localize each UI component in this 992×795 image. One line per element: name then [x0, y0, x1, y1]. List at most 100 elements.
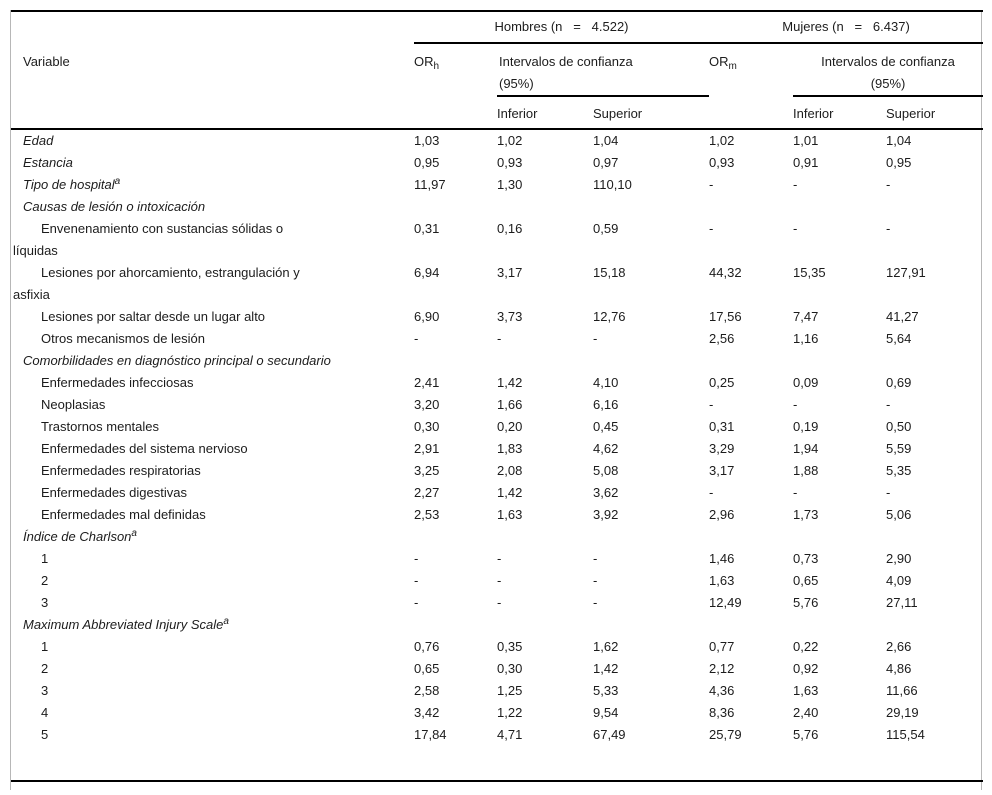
ci-sup-m-value: 1,04 — [886, 133, 912, 148]
or-m-value — [709, 196, 793, 218]
superior-m-header: Superior — [886, 96, 984, 130]
row-label: 4 — [41, 705, 49, 720]
row-label: Edad — [23, 133, 54, 148]
ci-sup-m-value: - — [886, 221, 891, 236]
or-h-value: 11,97 — [414, 177, 446, 192]
ci-inf-h-value: 1,42 — [497, 375, 523, 390]
variable-column-header: Variable — [11, 11, 414, 130]
row-label: Enfermedades mal definidas — [41, 507, 206, 522]
or-m-value — [709, 526, 793, 548]
ci-inf-m-value: 1,73 — [793, 507, 819, 522]
ci-sup-m-value — [886, 526, 983, 548]
row-label: Enfermedades del sistema nervioso — [41, 441, 248, 456]
or-m-value: 25,79 — [709, 727, 742, 742]
or-m-value: 2,56 — [709, 331, 735, 346]
or-h-value: 1,03 — [414, 133, 440, 148]
ci-inf-h-value: 0,16 — [497, 221, 523, 236]
or-m-value: 2,96 — [709, 507, 735, 522]
ci-inf-m-value — [793, 350, 886, 372]
table-row: 3 2,58 1,25 5,33 4,36 1,63 11,66 — [11, 680, 983, 702]
section-row: Maximum Abbreviated Injury Scalea — [11, 614, 983, 636]
ci-sup-h-value: 5,33 — [593, 683, 619, 698]
subheader-row: ORh Intervalos de confianza (95%) ORm Int… — [11, 43, 984, 130]
ci-sup-m-value: 41,27 — [886, 309, 919, 324]
table-row: Enfermedades digestivas 2,27 1,42 3,62 -… — [11, 482, 983, 504]
superscript-a: a — [114, 176, 121, 187]
or-m-value: 1,46 — [709, 551, 735, 566]
results-table: Variable Hombres (n = 4.522) Mujeres (n … — [10, 10, 984, 790]
ci-inf-m-value: 1,16 — [793, 331, 819, 346]
ci-inf-h-value: - — [497, 573, 502, 588]
ci-inf-h-value: 1,02 — [497, 133, 523, 148]
or-m-value: - — [709, 485, 714, 500]
table-row: 4 3,42 1,22 9,54 8,36 2,40 29,19 — [11, 702, 983, 724]
ci-sup-h-value: 1,04 — [593, 133, 619, 148]
ci-inf-m-value: 0,09 — [793, 375, 819, 390]
or-h-value: 2,91 — [414, 441, 440, 456]
or-h-value: 0,95 — [414, 155, 440, 170]
table-row: Tipo de hospitala 11,97 1,30 110,10 - - … — [11, 174, 983, 196]
or-m-value: 3,29 — [709, 441, 735, 456]
ci-sup-h-value: 1,62 — [593, 639, 619, 654]
row-label: 2 — [41, 661, 49, 676]
table-row: Lesiones por ahorcamiento, estrangulació… — [11, 262, 983, 306]
ci-inf-h-value: 3,17 — [497, 265, 523, 280]
ci-sup-h-value — [593, 196, 709, 218]
bound-header-row: Inferior Superior Inferior Superior — [11, 96, 984, 130]
ci-sup-m-value — [886, 614, 983, 636]
or-m-value: 2,12 — [709, 661, 735, 676]
row-label: Enfermedades infecciosas — [41, 375, 194, 390]
row-label: Estancia — [23, 155, 73, 170]
ci-inf-h-value: 0,35 — [497, 639, 523, 654]
ci-sup-m-value: 4,09 — [886, 573, 912, 588]
or-h-value — [414, 350, 497, 372]
ci-inf-h-value — [497, 614, 593, 636]
ci-inf-m-value: - — [793, 397, 798, 412]
or-m-header: ORm — [709, 43, 794, 130]
ci-sup-h-value: 5,08 — [593, 463, 619, 478]
or-h-header: ORh — [414, 43, 497, 130]
ci-inf-h-value: 2,08 — [497, 463, 523, 478]
table-row: Estancia 0,95 0,93 0,97 0,93 0,91 0,95 — [11, 152, 983, 174]
ci-sup-h-value — [593, 526, 709, 548]
ci-sup-h-value: - — [593, 331, 598, 346]
or-m-value — [709, 614, 793, 636]
table-row: Enfermedades mal definidas 2,53 1,63 3,9… — [11, 504, 983, 526]
or-h-value: 0,76 — [414, 639, 440, 654]
or-h-value: 3,20 — [414, 397, 440, 412]
ci-inf-m-value: 2,40 — [793, 705, 819, 720]
ci-inf-m-value: 0,65 — [793, 573, 819, 588]
or-h-value — [414, 614, 497, 636]
row-label: 1 — [41, 639, 49, 654]
ci-sup-h-value: - — [593, 551, 598, 566]
ci-sup-m-value: 127,91 — [886, 265, 926, 280]
table-row: Lesiones por saltar desde un lugar alto … — [11, 306, 983, 328]
ci-sup-h-value: 0,59 — [593, 221, 619, 236]
ci-inf-m-value: - — [793, 485, 798, 500]
ci-sup-m-value: 2,66 — [886, 639, 912, 654]
ci-sup-m-value: - — [886, 397, 891, 412]
ci-sup-m-value: 5,06 — [886, 507, 912, 522]
ci-inf-m-value: 0,91 — [793, 155, 819, 170]
or-h-value: 2,58 — [414, 683, 440, 698]
ci-sup-h-value: 6,16 — [593, 397, 619, 412]
ci-inf-m-value: 0,19 — [793, 419, 819, 434]
ci-m-header: Intervalos de confianza (95%) — [793, 43, 984, 97]
ci-inf-h-value: 1,83 — [497, 441, 523, 456]
superior-h-header: Superior — [593, 96, 710, 130]
ci-sup-m-value: - — [886, 177, 891, 192]
or-h-value — [414, 196, 497, 218]
hombres-group-header: Hombres (n = 4.522) — [414, 11, 710, 44]
row-label: Neoplasias — [41, 397, 106, 412]
ci-inf-m-value: 1,94 — [793, 441, 819, 456]
row-label: Otros mecanismos de lesión — [41, 331, 206, 346]
or-m-value: 0,31 — [709, 419, 735, 434]
ci-inf-m-value: - — [793, 221, 798, 236]
row-label: Índice de Charlsona — [23, 528, 137, 545]
table-row: Otros mecanismos de lesión - - - 2,56 1,… — [11, 328, 983, 350]
or-h-value: 6,90 — [414, 309, 440, 324]
ci-inf-m-value: 5,76 — [793, 727, 819, 742]
ci-inf-h-value: - — [497, 551, 502, 566]
ci-sup-h-value: 0,97 — [593, 155, 619, 170]
ci-sup-m-value: 0,50 — [886, 419, 912, 434]
